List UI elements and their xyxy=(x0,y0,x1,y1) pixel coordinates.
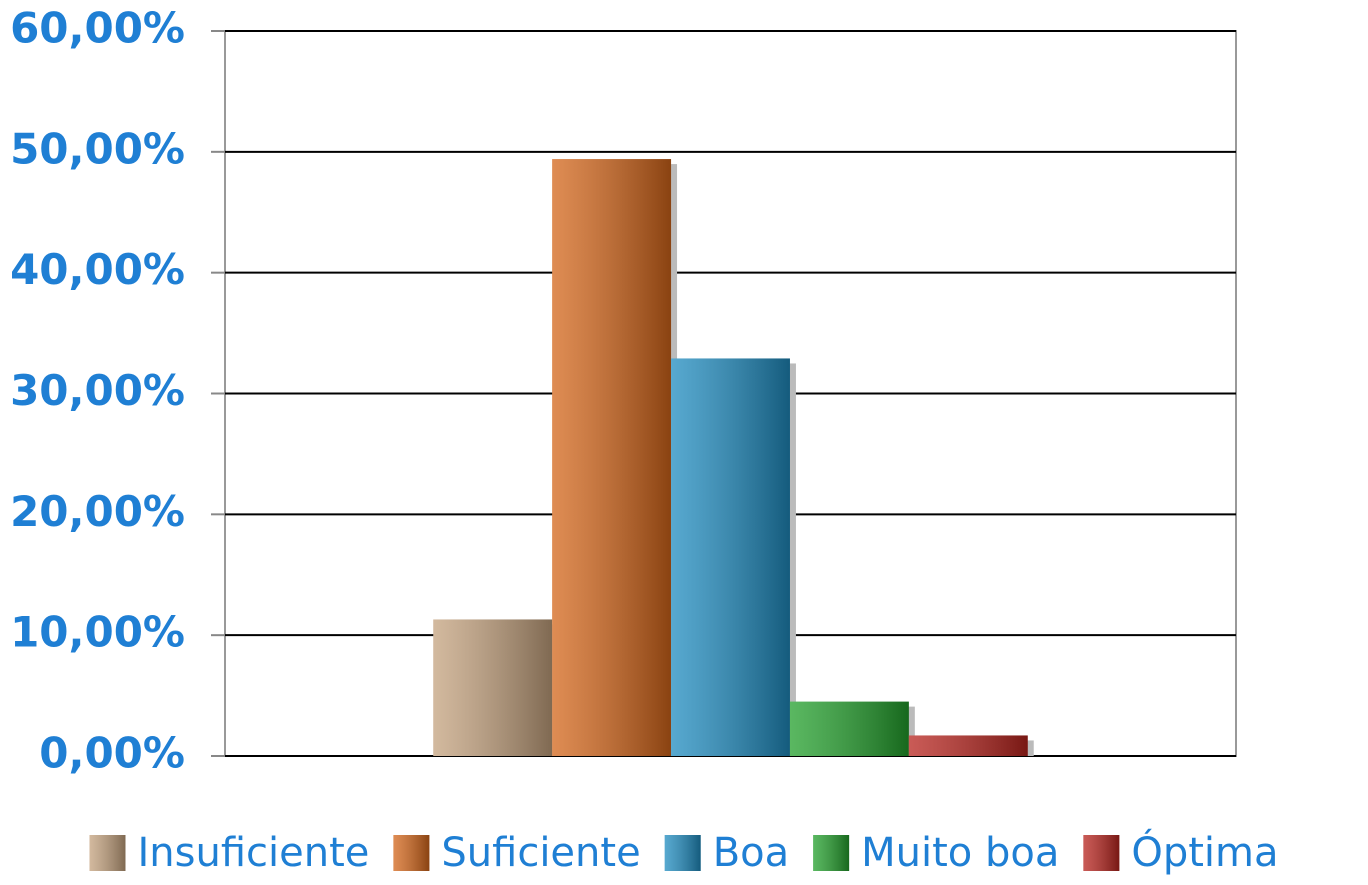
y-tick-label: 60,00% xyxy=(10,4,185,53)
y-tick-label: 20,00% xyxy=(10,487,185,536)
bar-shade xyxy=(789,701,909,756)
legend-label: Boa xyxy=(713,830,789,876)
legend-swatch-shade xyxy=(89,835,126,871)
y-tick-label: 30,00% xyxy=(10,366,185,415)
bar-shade xyxy=(671,358,790,756)
legend-label: Insuficiente xyxy=(137,830,369,876)
legend-swatch-shade xyxy=(393,835,430,871)
legend-swatch-shade xyxy=(1083,835,1120,871)
y-tick-label: 50,00% xyxy=(10,124,185,173)
bar-shade xyxy=(552,159,672,757)
y-tick-label: 10,00% xyxy=(10,608,185,657)
legend-swatch-shade xyxy=(664,835,701,871)
legend-label: Suficiente xyxy=(441,830,640,876)
y-tick-label: 40,00% xyxy=(10,245,185,294)
legend-label: Óptima xyxy=(1131,828,1278,876)
legend-swatch-shade xyxy=(813,835,850,871)
bar-shade xyxy=(908,735,1028,756)
legend-label: Muito boa xyxy=(861,830,1059,876)
bar-shade xyxy=(433,619,553,756)
y-tick-label: 0,00% xyxy=(39,729,185,778)
